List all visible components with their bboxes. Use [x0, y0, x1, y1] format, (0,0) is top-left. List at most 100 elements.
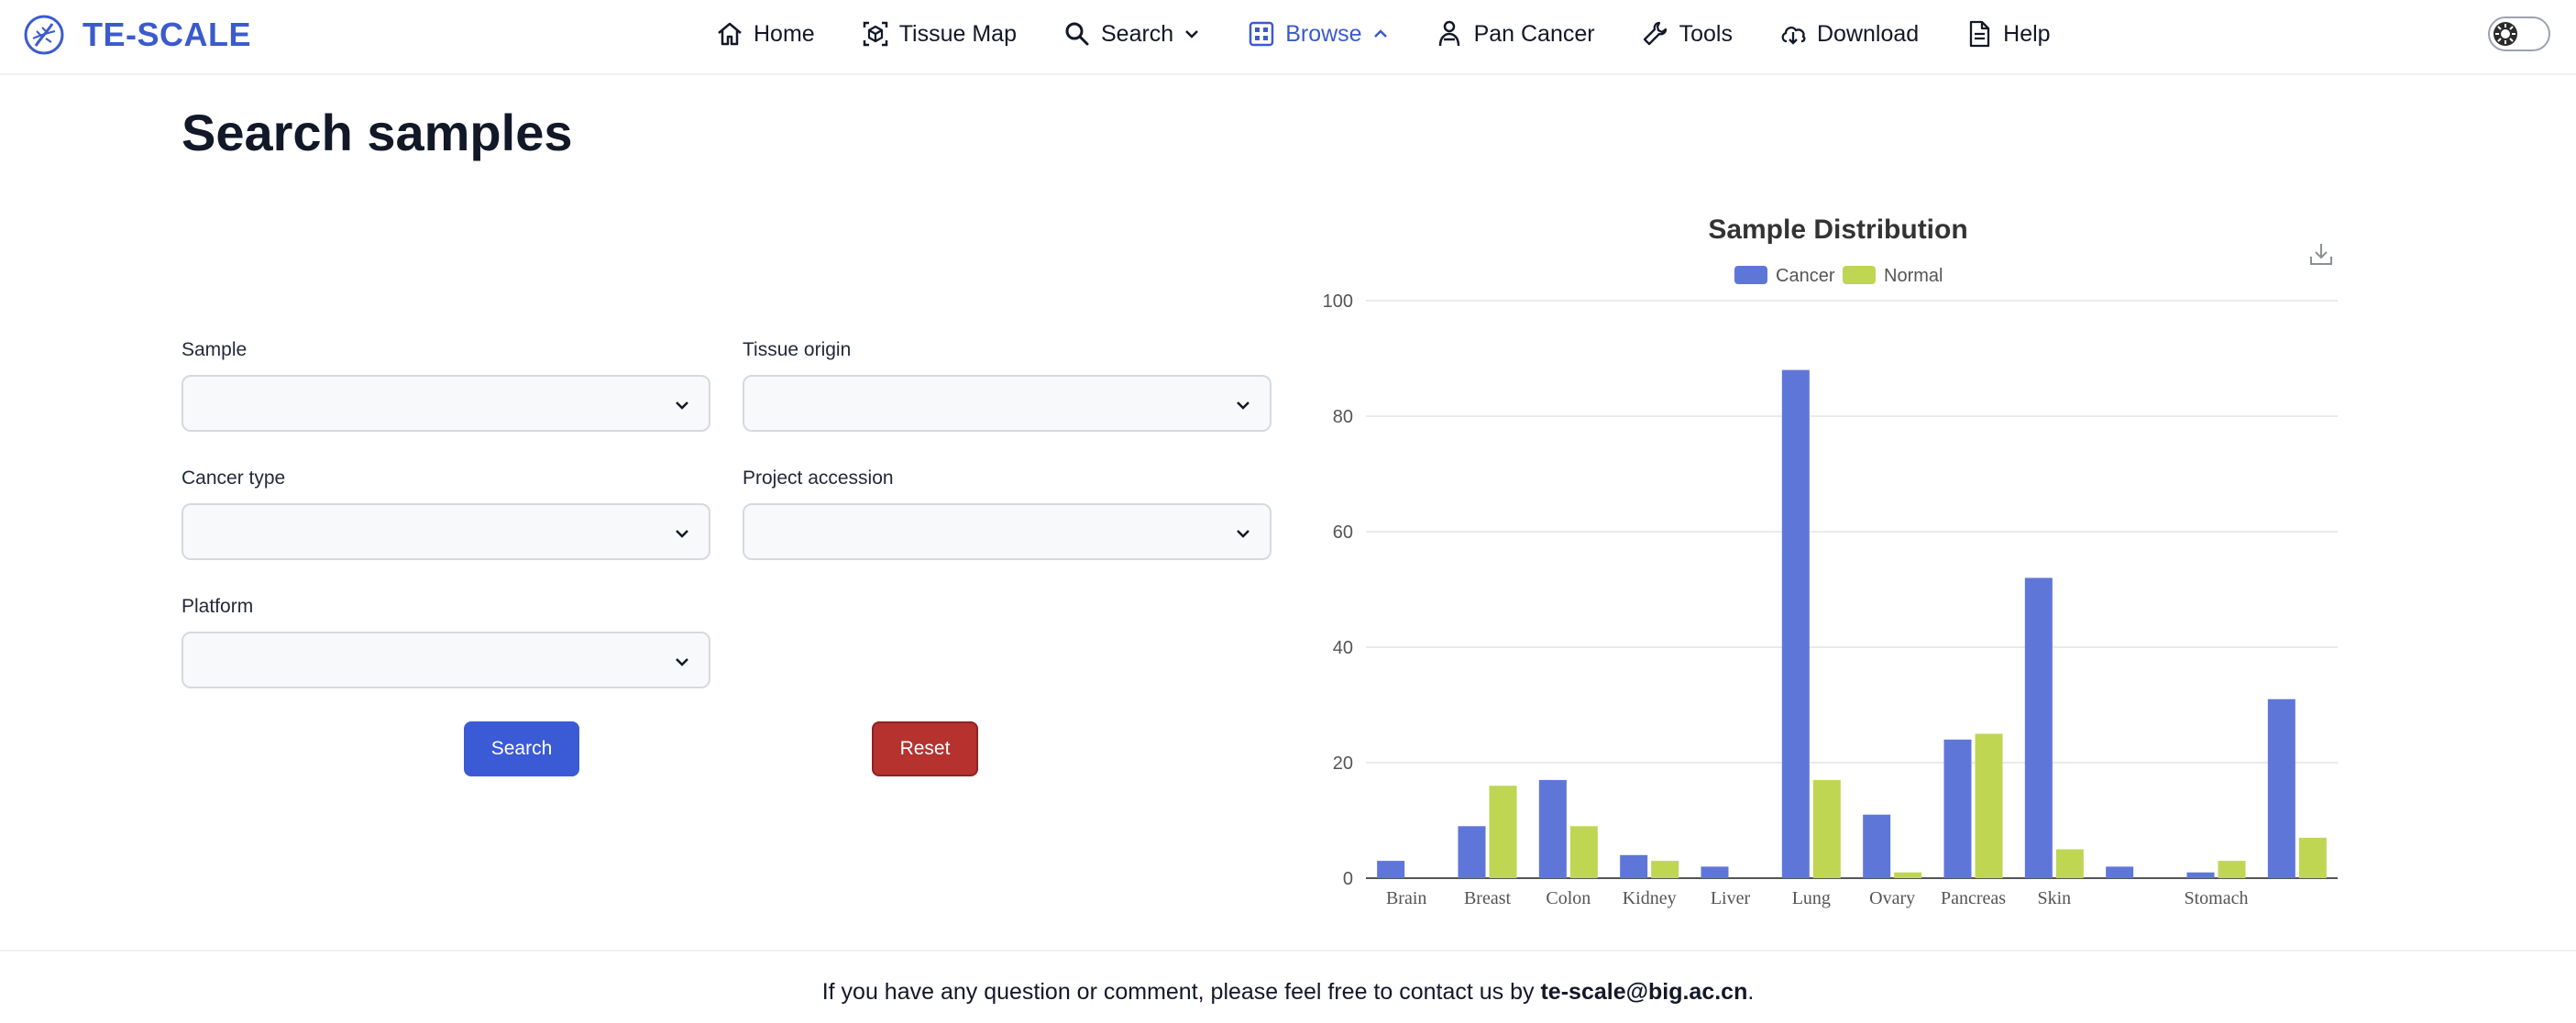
person-icon: [1436, 19, 1465, 49]
tissue-origin-select[interactable]: [743, 375, 1271, 432]
cloud-download-icon: [1778, 19, 1808, 49]
nav-item-home[interactable]: Home: [715, 13, 815, 55]
chart-bars: [1377, 369, 2327, 879]
nav-item-download[interactable]: Download: [1778, 13, 1919, 55]
brand[interactable]: TE-SCALE: [22, 11, 251, 59]
bar-normal: [1489, 786, 1517, 878]
bar-cancer: [2024, 578, 2053, 878]
nav-item-browse[interactable]: Browse: [1247, 13, 1389, 55]
nav-label: Tools: [1679, 20, 1733, 47]
project-accession-label: Project accession: [743, 468, 894, 489]
chevron-down-icon: [674, 654, 690, 670]
bar-cancer: [1620, 854, 1648, 878]
footer-text: If you have any question or comment, ple…: [0, 979, 2576, 1006]
nav-item-pan-cancer[interactable]: Pan Cancer: [1436, 13, 1595, 55]
chevron-down-icon: [1183, 25, 1201, 43]
legend-label-cancer: Cancer: [1776, 266, 1835, 286]
download-chart-icon[interactable]: [2310, 244, 2332, 265]
bar-normal: [2218, 861, 2246, 878]
bar-normal: [1569, 826, 1598, 878]
reset-button[interactable]: Reset: [872, 721, 978, 776]
bar-cancer: [2186, 872, 2215, 878]
bar-cancer: [2106, 866, 2134, 878]
x-tick-label: Lung: [1792, 888, 1831, 908]
tissue-origin-label: Tissue origin: [743, 339, 852, 360]
chevron-down-icon: [1235, 525, 1251, 542]
main-nav: Home Tissue Map Search Browse: [715, 13, 2097, 55]
page-title: Search samples: [182, 104, 573, 161]
nav-item-tissue-map[interactable]: Tissue Map: [861, 13, 1017, 55]
sample-select[interactable]: [182, 375, 710, 432]
nav-item-search[interactable]: Search: [1062, 13, 1201, 55]
cancer-type-select[interactable]: [182, 503, 710, 560]
y-tick-label: 0: [1343, 869, 1353, 889]
platform-select[interactable]: [182, 632, 710, 688]
footer-text-after: .: [1747, 979, 1755, 1005]
legend-swatch-cancer: [1734, 266, 1767, 284]
y-tick-label: 60: [1333, 522, 1353, 543]
bar-cancer: [2267, 698, 2295, 878]
chart-legend: Cancer Normal: [1734, 266, 1943, 286]
bar-normal: [1812, 779, 1841, 878]
bar-cancer: [1538, 779, 1567, 878]
x-tick-label: Kidney: [1623, 888, 1677, 908]
bar-normal: [2055, 849, 2084, 878]
top-navbar: TE-SCALE Home Tissue Map Search: [0, 0, 2576, 75]
nav-label: Search: [1100, 20, 1174, 47]
bar-cancer: [1781, 369, 1810, 879]
sample-distribution-chart: Sample Distribution Cancer Normal 0 20 40 60…: [1302, 206, 2356, 930]
home-icon: [715, 19, 744, 49]
chevron-up-icon: [1371, 25, 1390, 43]
bar-normal: [1975, 733, 2003, 878]
x-tick-label: Pancreas: [1941, 888, 2006, 908]
search-icon: [1062, 19, 1092, 49]
contact-email-link[interactable]: te-scale@big.ac.cn: [1540, 979, 1748, 1005]
nav-item-tools[interactable]: Tools: [1641, 13, 1733, 55]
bar-cancer: [1863, 814, 1891, 878]
theme-toggle[interactable]: [2488, 16, 2550, 51]
chevron-down-icon: [1235, 397, 1251, 413]
x-tick-label: Breast: [1464, 888, 1512, 908]
bar-cancer: [1458, 826, 1486, 878]
chart-title: Sample Distribution: [1708, 214, 1967, 245]
y-tick-label: 80: [1333, 407, 1353, 427]
search-button[interactable]: Search: [464, 721, 579, 776]
grid-icon: [1247, 19, 1276, 49]
legend-swatch-normal: [1843, 266, 1876, 284]
chart-svg: Sample Distribution Cancer Normal 0 20 40 60…: [1323, 214, 2338, 908]
bar-cancer: [1943, 739, 1972, 878]
nav-label: Tissue Map: [898, 20, 1017, 47]
x-tick-label: Skin: [2037, 888, 2071, 908]
nav-label: Help: [2003, 20, 2051, 47]
tissue-map-icon: [861, 19, 890, 49]
nav-label: Pan Cancer: [1473, 20, 1595, 47]
brand-name: TE-SCALE: [83, 16, 251, 53]
x-tick-label: Colon: [1546, 888, 1591, 908]
bar-cancer: [1701, 866, 1729, 878]
bar-normal: [2298, 837, 2327, 878]
project-accession-select[interactable]: [743, 503, 1271, 560]
nav-label: Browse: [1285, 20, 1362, 47]
y-axis: 0 20 40 60 80 100: [1323, 292, 1353, 889]
footer: If you have any question or comment, ple…: [0, 950, 2576, 1023]
bar-cancer: [1377, 861, 1405, 878]
x-tick-label: Brain: [1386, 888, 1426, 908]
footer-text-before: If you have any question or comment, ple…: [821, 979, 1541, 1005]
y-tick-label: 20: [1333, 754, 1353, 774]
nav-label: Home: [754, 20, 815, 47]
y-tick-label: 100: [1323, 292, 1353, 312]
nav-item-help[interactable]: Help: [1965, 13, 2051, 55]
sun-icon: [2493, 21, 2518, 47]
sample-label: Sample: [182, 339, 248, 360]
chart-grid: [1366, 300, 2338, 879]
platform-label: Platform: [182, 596, 254, 617]
cancer-type-label: Cancer type: [182, 468, 286, 489]
bar-normal: [1651, 861, 1679, 878]
x-axis: Brain Breast Colon Kidney Liver Lung Ovary Panc…: [1386, 888, 2249, 908]
dna-circle-logo-icon: [22, 13, 66, 57]
x-tick-label: Liver: [1711, 888, 1751, 908]
x-tick-label: Stomach: [2185, 888, 2249, 908]
y-tick-label: 40: [1333, 638, 1353, 658]
legend-label-normal: Normal: [1884, 266, 1943, 286]
nav-label: Download: [1816, 20, 1920, 47]
